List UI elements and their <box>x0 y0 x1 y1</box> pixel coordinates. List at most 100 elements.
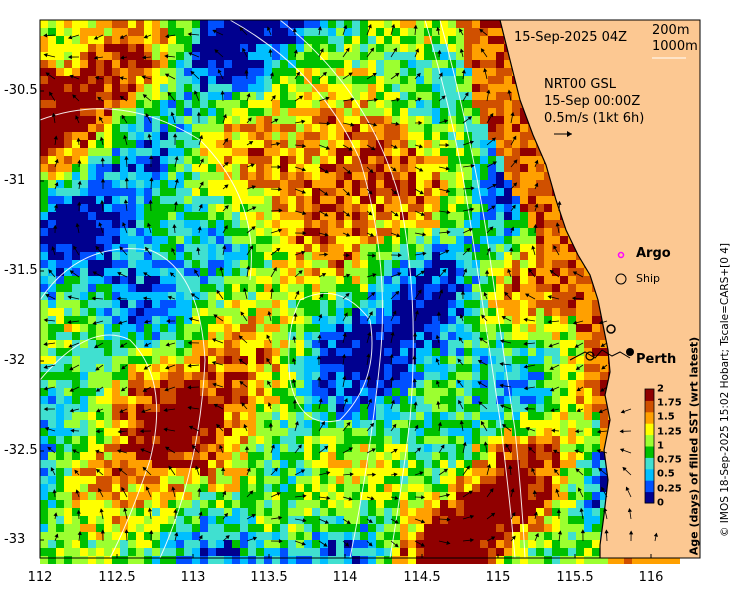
sst-pixel <box>496 468 504 476</box>
sst-pixel <box>272 332 280 340</box>
sst-pixel <box>456 20 464 28</box>
sst-pixel <box>424 316 432 324</box>
sst-pixel <box>320 412 328 420</box>
sst-pixel <box>64 20 72 28</box>
sst-pixel <box>248 76 256 84</box>
sst-pixel <box>488 396 496 404</box>
sst-pixel <box>336 308 344 316</box>
sst-pixel <box>128 220 136 228</box>
sst-pixel <box>288 372 296 380</box>
sst-pixel <box>472 476 480 484</box>
sst-pixel <box>408 468 416 476</box>
sst-pixel <box>152 212 160 220</box>
sst-pixel <box>424 516 432 524</box>
sst-pixel <box>264 316 272 324</box>
sst-pixel <box>232 500 240 508</box>
sst-pixel <box>512 148 520 156</box>
sst-pixel <box>432 36 440 44</box>
sst-pixel <box>600 348 608 356</box>
sst-pixel <box>376 444 384 452</box>
sst-pixel <box>304 164 312 172</box>
sst-pixel <box>536 268 544 276</box>
sst-pixel <box>64 404 72 412</box>
sst-pixel <box>96 140 104 148</box>
sst-pixel <box>560 316 568 324</box>
sst-pixel <box>432 332 440 340</box>
sst-pixel <box>192 156 200 164</box>
sst-pixel <box>584 548 592 556</box>
sst-pixel <box>504 132 512 140</box>
sst-pixel <box>464 124 472 132</box>
sst-pixel <box>320 164 328 172</box>
sst-pixel <box>376 372 384 380</box>
sst-pixel <box>200 460 208 468</box>
sst-pixel <box>88 452 96 460</box>
sst-pixel <box>440 524 448 532</box>
sst-pixel <box>288 180 296 188</box>
sst-pixel <box>544 500 552 508</box>
sst-pixel <box>552 348 560 356</box>
sst-pixel <box>216 396 224 404</box>
sst-pixel <box>416 44 424 52</box>
sst-pixel <box>288 460 296 468</box>
sst-pixel <box>440 100 448 108</box>
sst-pixel <box>456 428 464 436</box>
sst-pixel <box>152 52 160 60</box>
sst-pixel <box>280 220 288 228</box>
sst-pixel <box>168 324 176 332</box>
sst-pixel <box>544 364 552 372</box>
sst-pixel <box>40 156 48 164</box>
sst-pixel <box>392 76 400 84</box>
sst-pixel <box>176 300 184 308</box>
sst-pixel <box>160 156 168 164</box>
sst-pixel <box>456 548 464 556</box>
sst-pixel <box>320 28 328 36</box>
sst-pixel <box>248 436 256 444</box>
sst-pixel <box>136 292 144 300</box>
sst-pixel <box>544 540 552 548</box>
sst-pixel <box>88 116 96 124</box>
sst-pixel <box>576 276 584 284</box>
sst-pixel <box>496 412 504 420</box>
sst-pixel <box>192 252 200 260</box>
sst-pixel <box>280 284 288 292</box>
sst-pixel <box>216 268 224 276</box>
sst-pixel <box>352 428 360 436</box>
sst-pixel <box>560 364 568 372</box>
sst-pixel <box>464 236 472 244</box>
sst-pixel <box>560 356 568 364</box>
sst-pixel <box>288 556 296 564</box>
sst-pixel <box>600 492 608 500</box>
sst-pixel <box>536 380 544 388</box>
sst-pixel <box>488 172 496 180</box>
sst-pixel <box>56 460 64 468</box>
sst-pixel <box>200 20 208 28</box>
sst-pixel <box>480 180 488 188</box>
sst-pixel <box>360 180 368 188</box>
sst-pixel <box>72 444 80 452</box>
sst-pixel <box>88 164 96 172</box>
current-arrowhead <box>391 23 396 29</box>
sst-pixel <box>128 468 136 476</box>
sst-pixel <box>96 52 104 60</box>
sst-pixel <box>128 548 136 556</box>
sst-pixel <box>168 540 176 548</box>
sst-pixel <box>72 412 80 420</box>
sst-pixel <box>208 156 216 164</box>
sst-pixel <box>336 236 344 244</box>
sst-pixel <box>72 28 80 36</box>
sst-pixel <box>160 260 168 268</box>
sst-pixel <box>296 532 304 540</box>
sst-pixel <box>480 500 488 508</box>
sst-pixel <box>232 156 240 164</box>
sst-pixel <box>176 292 184 300</box>
sst-pixel <box>520 548 528 556</box>
sst-pixel <box>248 28 256 36</box>
sst-pixel <box>408 228 416 236</box>
sst-pixel <box>56 356 64 364</box>
current-arrowhead <box>367 23 372 29</box>
sst-pixel <box>392 340 400 348</box>
sst-pixel <box>120 76 128 84</box>
sst-pixel <box>176 532 184 540</box>
current-arrowhead <box>142 55 147 60</box>
